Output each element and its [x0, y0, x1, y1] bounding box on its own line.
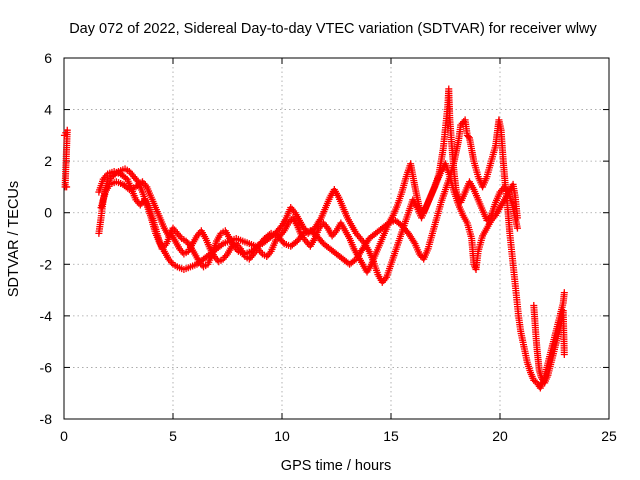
y-tick-label: -4	[40, 308, 53, 324]
data-point-early	[63, 183, 71, 191]
y-tick-label: 6	[44, 50, 52, 66]
data-point-track-a	[513, 224, 521, 232]
y-tick-label: -8	[40, 411, 53, 427]
x-tick-label: 0	[60, 428, 68, 444]
x-tick-label: 20	[492, 428, 508, 444]
y-axis-label: SDTVAR / TECUs	[6, 181, 22, 297]
y-tick-label: -6	[40, 359, 53, 375]
data-point-track-b	[560, 289, 568, 297]
data-point-track-a	[218, 241, 226, 249]
x-tick-label: 5	[169, 428, 177, 444]
y-tick-label: 4	[44, 102, 52, 118]
data-point-track-c	[513, 214, 521, 222]
data-point-tail	[560, 351, 568, 359]
plot-frame	[63, 57, 610, 420]
data-point-track-b	[464, 133, 472, 141]
x-tick-label: 10	[274, 428, 290, 444]
y-tick-label: 0	[44, 205, 52, 221]
x-axis-label: GPS time / hours	[281, 458, 391, 474]
data-markers	[60, 85, 568, 392]
y-tick-label: -2	[40, 256, 53, 272]
x-tick-label: 15	[383, 428, 399, 444]
chart-title: Day 072 of 2022, Sidereal Day-to-day VTE…	[69, 21, 597, 37]
x-tick-label: 25	[601, 428, 617, 444]
y-tick-label: 2	[44, 153, 52, 169]
axis-ticks	[63, 57, 610, 420]
